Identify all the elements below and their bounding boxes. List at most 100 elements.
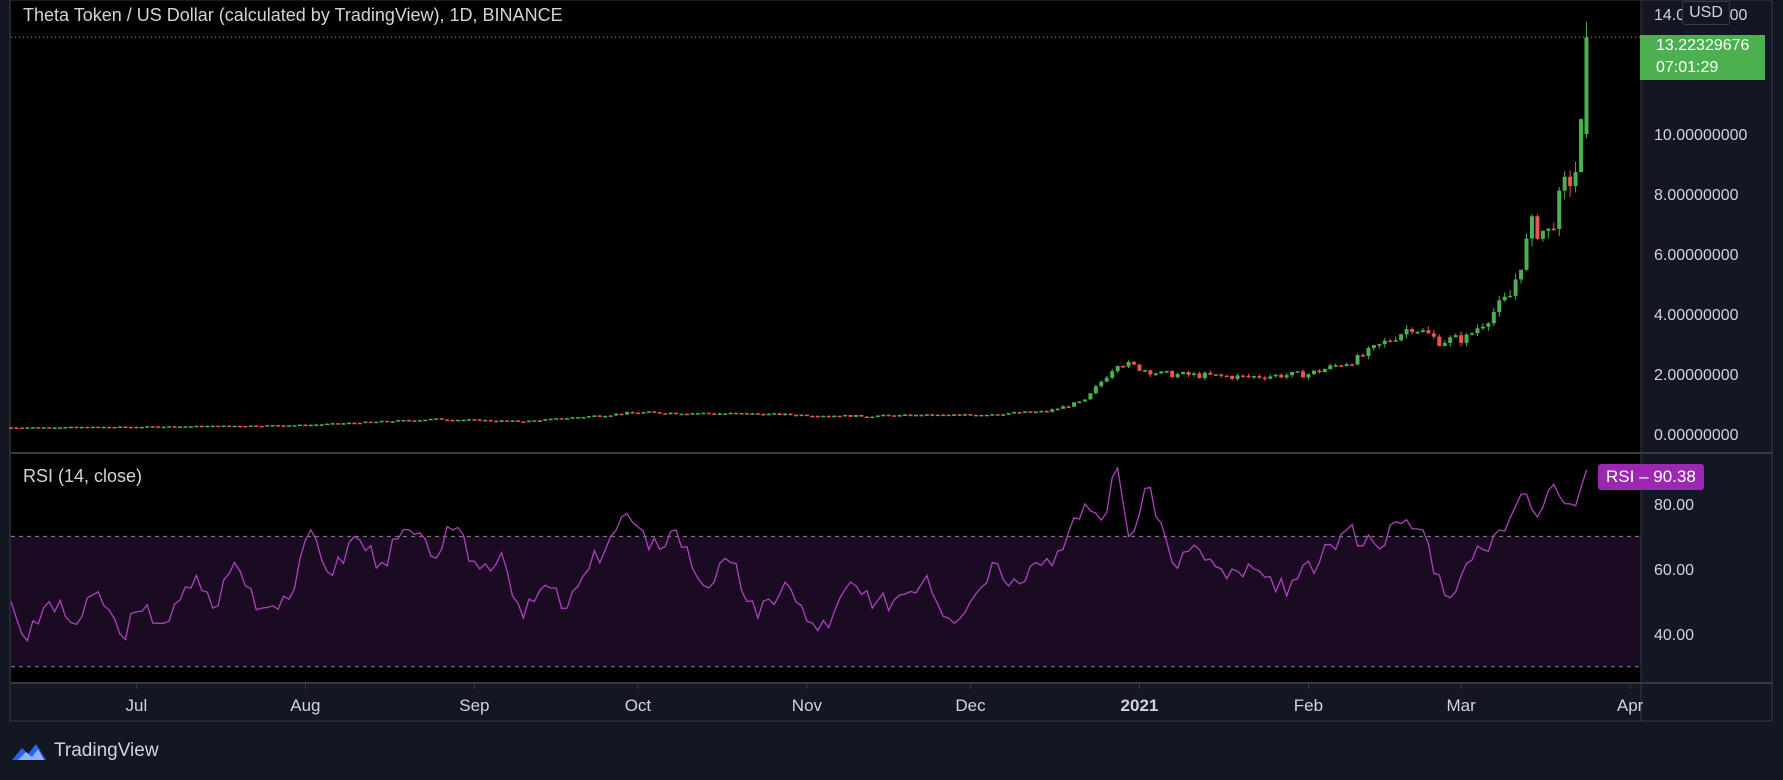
candle-body xyxy=(145,426,150,428)
candle-body xyxy=(554,418,559,420)
candle-body xyxy=(1191,373,1196,375)
rsi-badge-value: 90.38 xyxy=(1653,467,1696,486)
candle-body xyxy=(575,417,580,419)
candle-body xyxy=(1497,300,1502,313)
candle-body xyxy=(1006,413,1011,415)
candle-body xyxy=(1148,370,1153,375)
candle-body xyxy=(1088,393,1093,400)
candle-body xyxy=(717,413,722,415)
candle-body xyxy=(205,425,210,428)
candle-body xyxy=(1137,364,1142,371)
candle-body xyxy=(973,414,978,417)
candle-body xyxy=(674,412,679,415)
candle-body xyxy=(1415,331,1420,334)
time-tick-label: Dec xyxy=(955,696,986,715)
candle-body xyxy=(30,427,35,429)
candle-body xyxy=(952,414,957,416)
candle-body xyxy=(412,420,417,422)
candle-body xyxy=(303,424,308,427)
candle-body xyxy=(1420,330,1425,332)
candle-body xyxy=(783,413,788,416)
candle-body xyxy=(1579,119,1584,173)
candle-body xyxy=(259,425,264,428)
candle-body xyxy=(657,412,662,414)
candle-body xyxy=(96,426,101,429)
candle-body xyxy=(1584,37,1589,134)
candle-body xyxy=(423,419,428,422)
candle-body xyxy=(1224,375,1229,378)
chart-frame xyxy=(9,0,1773,722)
candle-body xyxy=(319,424,324,426)
candle-body xyxy=(243,425,248,428)
candle-body xyxy=(477,419,482,421)
candle-body xyxy=(9,427,13,429)
candle-body xyxy=(892,415,897,417)
candle-body xyxy=(494,420,499,423)
bar-countdown: 07:01:29 xyxy=(1656,59,1719,76)
candle-body xyxy=(1551,228,1556,231)
candle-body xyxy=(85,426,90,429)
candle-body xyxy=(385,420,390,423)
candle-body xyxy=(1322,369,1327,373)
rsi-tick-label: 40.00 xyxy=(1654,627,1694,644)
candle-body xyxy=(177,426,182,428)
candle-body xyxy=(799,414,804,417)
candle-body xyxy=(646,411,651,413)
candle-body xyxy=(1529,216,1534,239)
candle-body xyxy=(112,426,117,429)
candle-body xyxy=(1448,337,1453,343)
candle-body xyxy=(1126,361,1131,367)
candle-body xyxy=(1061,406,1066,409)
footer-brand-text: TradingView xyxy=(54,740,159,761)
candle-body xyxy=(1066,406,1071,408)
candle-body xyxy=(1055,408,1060,411)
candle-body xyxy=(1350,364,1355,366)
candle-body xyxy=(314,424,319,427)
candle-body xyxy=(663,413,668,415)
candle-body xyxy=(188,426,193,428)
candle-body xyxy=(930,414,935,416)
candle-body xyxy=(287,425,292,427)
candle-body xyxy=(870,416,875,419)
candle-body xyxy=(58,427,63,429)
candle-body xyxy=(1033,411,1038,414)
candle-body xyxy=(1186,372,1191,375)
candle-body xyxy=(1121,366,1126,368)
candle-body xyxy=(47,427,52,429)
candle-body xyxy=(510,420,515,422)
candle-body xyxy=(635,412,640,415)
candle-body xyxy=(107,426,112,429)
candle-body xyxy=(297,424,302,427)
candle-body xyxy=(1377,344,1382,346)
candle-body xyxy=(1012,412,1017,414)
candle-body xyxy=(265,425,270,427)
candle-body xyxy=(1431,333,1436,337)
candle-body xyxy=(227,425,232,428)
candle-body xyxy=(864,416,869,418)
currency-button[interactable]: USD xyxy=(1682,1,1730,25)
candle-body xyxy=(466,419,471,421)
candle-body xyxy=(1437,336,1442,346)
price-axis-background xyxy=(1641,0,1772,721)
candle-body xyxy=(1284,375,1289,378)
candle-body xyxy=(521,421,526,423)
candle-body xyxy=(270,425,275,427)
rsi-tick-label: 80.00 xyxy=(1654,497,1694,514)
candle-body xyxy=(1524,238,1529,270)
footer-brand[interactable]: TradingView xyxy=(10,740,159,762)
candle-body xyxy=(1197,373,1202,379)
candle-body xyxy=(150,426,155,428)
candle-body xyxy=(1235,375,1240,379)
candle-body xyxy=(1044,411,1049,413)
last-price-value: 13.22329676 xyxy=(1656,37,1750,54)
candle-body xyxy=(679,413,684,416)
candle-body xyxy=(1175,374,1180,378)
candle-body xyxy=(292,425,297,427)
candle-body xyxy=(957,414,962,416)
time-tick-label: Feb xyxy=(1294,696,1323,715)
rsi-value-badge: RSI – 90.38 xyxy=(1598,464,1704,490)
candle-body xyxy=(401,420,406,422)
time-tick-label: Jul xyxy=(126,696,148,715)
candle-body xyxy=(499,420,504,422)
candle-body xyxy=(630,412,635,414)
